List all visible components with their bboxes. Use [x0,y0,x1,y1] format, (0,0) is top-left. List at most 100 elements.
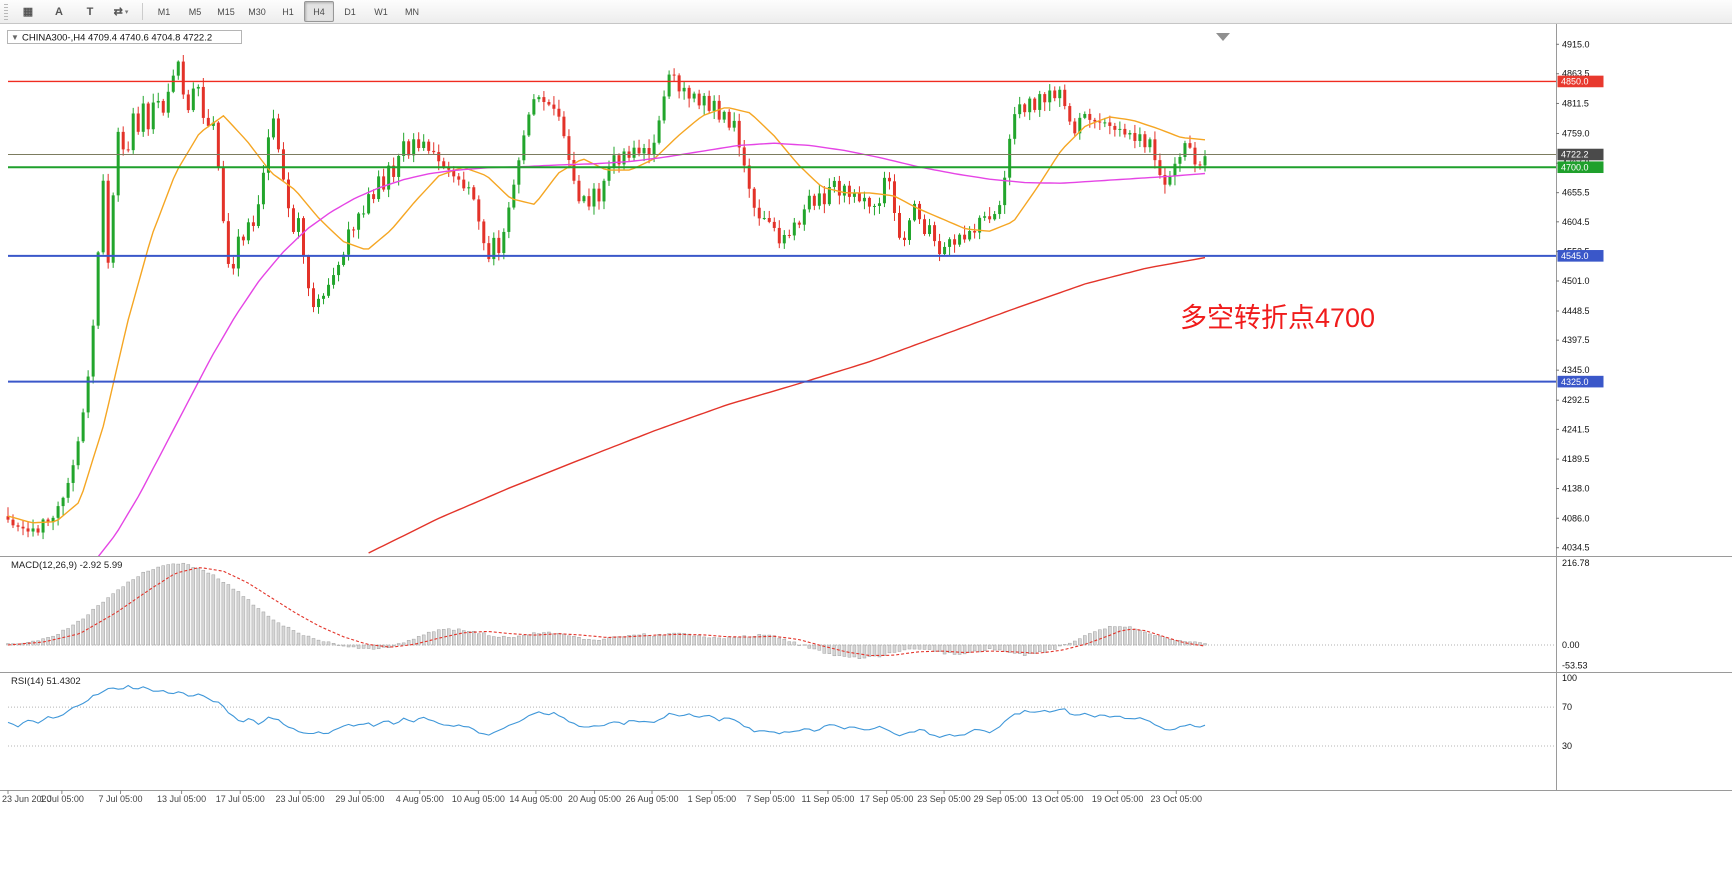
macd-hist-bar [827,644,832,654]
chart-area[interactable]: 4915.04863.54811.54759.04707.04655.54604… [0,24,1732,893]
timeframe-button-m30[interactable]: M30 [248,6,266,17]
macd-hist-bar [567,635,571,646]
candle-body [201,86,205,118]
macd-hist-bar [887,644,892,654]
timeframe-button-m15[interactable]: M15 [217,6,235,17]
macd-hist-bar [401,642,406,646]
macd-hist-bar [426,631,431,646]
macd-hist-bar [982,644,987,651]
candle-body [742,147,746,166]
candle-body [612,155,616,167]
macd-hist-bar [1017,644,1022,654]
macd-hist-bar [201,569,206,646]
macd-hist-bar [296,632,301,646]
macd-hist-bar [1093,631,1097,646]
candle-body [918,203,922,220]
candle-body [136,113,140,132]
chart-shift-marker[interactable] [1216,33,1230,41]
chart-annotation[interactable]: 多空转折点4700 [1180,303,1375,333]
macd-hist-bar [962,644,967,655]
annotation-a-icon[interactable]: A [44,1,74,22]
candle-body [933,225,937,242]
symbol-collapse-icon[interactable]: ▼ [11,33,19,42]
swap-arrows-icon[interactable]: ⇄ ▾ [106,1,136,22]
macd-hist-bar [847,644,852,658]
macd-hist-bar [1002,644,1007,652]
macd-hist-bar [917,644,922,650]
candle-body [26,528,30,532]
price-badge-label: 4850.0 [1561,77,1589,87]
candle-body [271,118,275,138]
chart-window-icon[interactable]: ▦ [13,1,43,22]
pane-frame [0,24,1732,791]
candle-body [757,207,761,219]
macd-hist-bar [672,632,676,646]
candle-body [772,221,776,228]
macd-hist-bar [1158,635,1162,646]
macd-hist-bar [451,629,456,646]
candle-body [402,141,406,156]
macd-hist-bar [236,591,241,646]
time-tick-label: 4 Aug 05:00 [396,794,444,804]
timeframe-button-mn[interactable]: MN [405,6,419,17]
candle-body [567,136,571,161]
macd-hist-bar [572,636,576,646]
candle-body [722,111,726,120]
macd-hist-bar [121,586,125,646]
candle-body [597,188,601,202]
time-tick-label: 11 Sep 05:00 [801,794,854,804]
candle-body [1123,128,1127,135]
macd-hist-bar [316,639,321,646]
timeframe-button-w1[interactable]: W1 [374,6,388,17]
candle-body [913,203,917,221]
macd-hist-bar [1083,635,1087,646]
candle-body [156,100,160,103]
candle-body [387,165,391,190]
candle-body [281,149,285,180]
macd-hist-bar [321,641,326,646]
timeframe-button-m1[interactable]: M1 [157,6,171,17]
candle-body [357,213,361,230]
price-badge-4700.0 [1557,161,1604,174]
toolbar-drag-handle[interactable] [4,3,8,20]
top-toolbar: ▦ A T ⇄ ▾ M1 M5 M15 M30 H1 H4 D1 W1 MN [0,0,1732,24]
macd-hist-bar [872,644,877,657]
price-badge-label: 4722.2 [1561,150,1589,160]
candle-body [842,185,846,196]
candle-body [1018,104,1022,115]
candle-body [562,116,566,137]
price-tick-label: 4604.5 [1562,217,1590,227]
macd-hist-bar [472,631,476,646]
macd-hist-bar [446,628,451,646]
candle-body [622,151,626,165]
macd-hist-bar [376,644,381,650]
dropdown-caret-icon: ▾ [124,8,129,16]
price-tick-label: 4292.5 [1562,395,1590,405]
candle-body [862,197,866,202]
timeframe-button-d1[interactable]: D1 [344,6,356,17]
candle-body [1188,143,1192,148]
candle-body [91,325,95,377]
macd-hist-bar [176,563,181,646]
macd-hist-bar [902,644,907,651]
macd-hist-bar [6,643,10,646]
macd-hist-bar [637,634,641,646]
timeframe-button-m5[interactable]: M5 [188,6,202,17]
macd-hist-bar [522,635,526,646]
candle-body [637,147,641,154]
candle-body [211,122,215,126]
candle-body [973,230,977,233]
macd-hist-bar [747,636,751,646]
macd-hist-bar [156,566,161,646]
candle-body [276,118,280,150]
moving-average-ma-medium [97,142,1206,556]
text-tool-icon[interactable]: T [75,1,105,22]
macd-hist-bar [892,644,897,653]
timeframe-button-h1[interactable]: H1 [282,6,294,17]
candle-body [216,122,220,169]
macd-hist-bar [181,562,186,646]
candle-body [46,519,50,523]
price-badge-label: 4325.0 [1561,377,1589,387]
timeframe-button-h4[interactable]: H4 [304,1,334,22]
